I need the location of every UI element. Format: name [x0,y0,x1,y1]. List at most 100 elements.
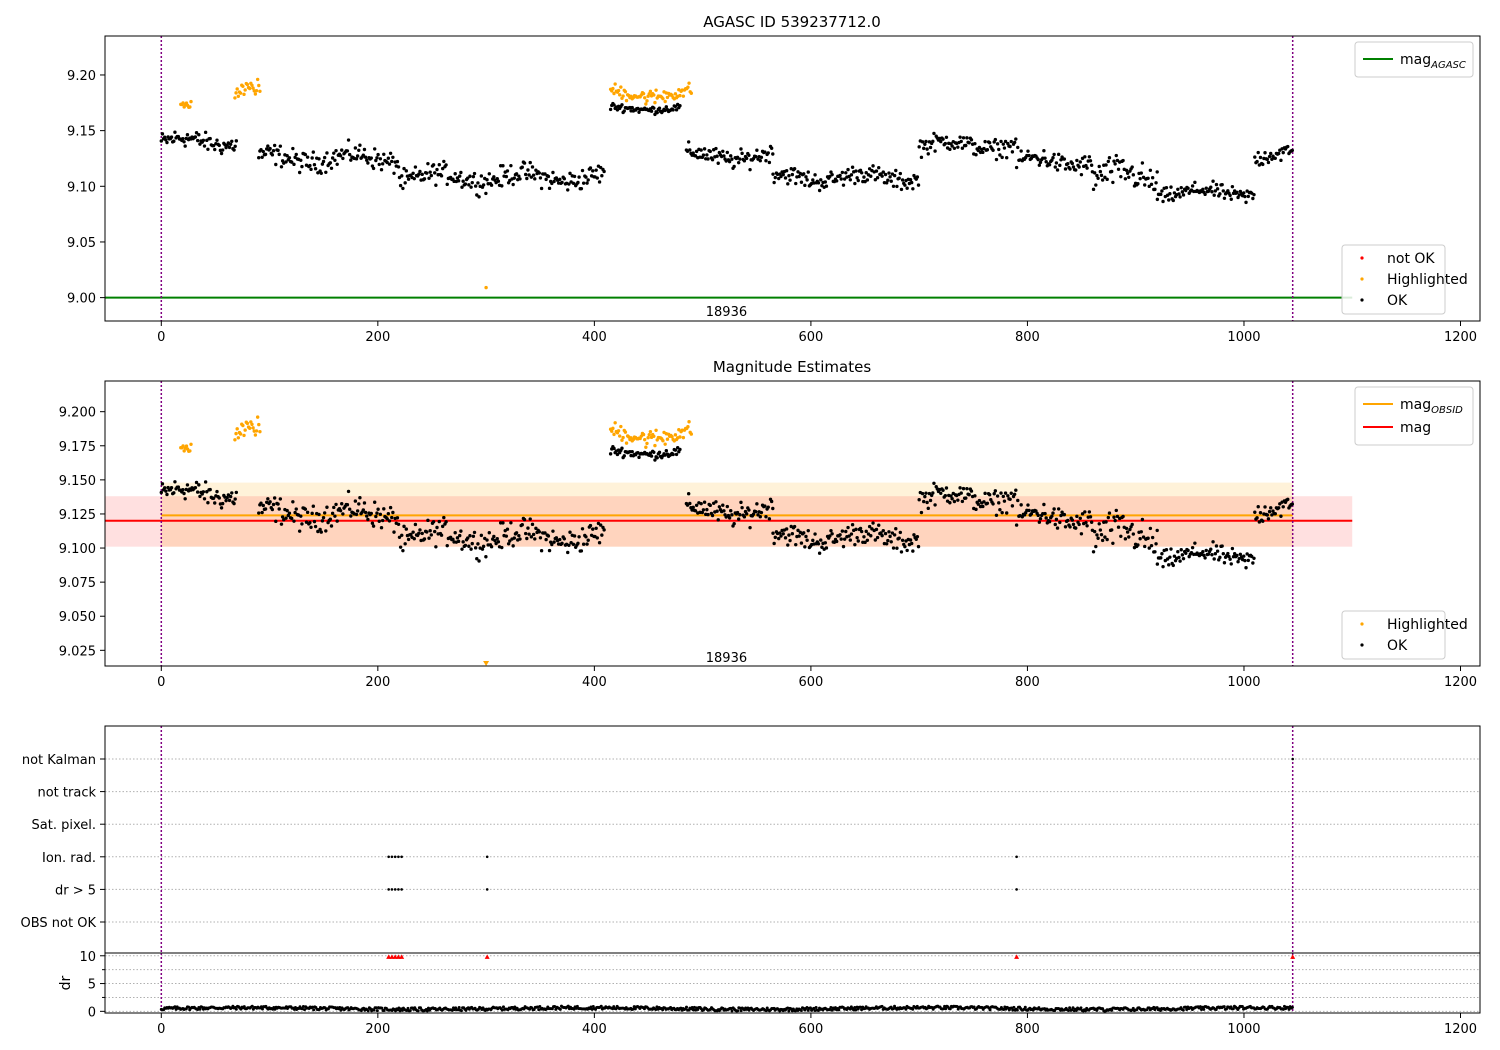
magnitude-estimates-panel: Magnitude Estimates 18936 0 200 400 600 800 1… [59,358,1481,690]
data-point [365,158,369,162]
data-point [678,435,682,439]
data-point [1177,555,1181,560]
data-point [1058,520,1062,525]
data-point [311,504,316,508]
dr-point [310,1005,314,1009]
data-point [1245,552,1249,556]
data-point [772,541,776,546]
data-point [784,169,789,173]
data-point [566,550,570,555]
data-point [1193,180,1197,185]
data-point [1149,543,1154,548]
data-point [612,91,616,96]
data-point [727,159,732,164]
data-point [531,532,536,537]
data-point [382,507,386,511]
data-point [473,546,478,550]
y-tick-label: 9.175 [59,440,96,455]
data-point [1167,198,1171,202]
data-point [1123,177,1128,181]
data-point [361,508,366,512]
data-point [699,148,703,152]
data-point [824,184,829,188]
data-point [830,532,834,536]
data-point [577,535,581,539]
data-point [303,507,308,511]
dr-point [366,1009,370,1013]
agasc-point-legend: not OK Highlighted OK [1341,244,1468,315]
data-point [251,426,255,430]
data-point [319,530,323,534]
data-point [232,501,236,506]
flag-point [393,888,397,891]
data-point [1110,528,1114,532]
data-point [479,533,484,538]
data-point [742,515,747,519]
data-point [471,174,476,179]
data-point [648,451,653,455]
data-point [1092,171,1097,175]
data-point [1155,197,1160,202]
legend-point-label: OK [1387,293,1408,309]
data-point [1235,553,1239,558]
data-point [219,151,224,156]
data-point [325,151,329,155]
data-point [203,480,208,484]
data-point [440,524,445,529]
data-point [855,535,859,540]
data-point [661,438,665,443]
data-point [920,140,925,144]
data-point [1147,546,1151,550]
data-point [481,544,486,549]
data-point [1037,163,1042,167]
data-point [1255,516,1259,520]
x-tick-label: 400 [582,1022,607,1037]
data-point [730,513,734,517]
data-point [382,152,386,156]
dr-point-clipped [484,954,490,959]
data-point [1164,548,1169,552]
dr-point [372,1008,376,1012]
data-point [673,433,678,437]
data-point [487,531,491,535]
data-point-clipped [483,660,490,666]
data-point [1014,165,1019,170]
dr-axis-label: dr [58,975,74,990]
y-tick-label: 9.125 [59,508,96,523]
data-point [1155,170,1159,174]
data-point [279,165,284,169]
data-point [767,160,772,165]
data-point [828,534,832,538]
data-point [459,529,463,533]
data-point [1077,165,1081,169]
data-point [500,545,504,550]
dr-point [459,1009,463,1013]
data-point [922,146,926,151]
dr-point [374,1006,378,1010]
data-point [1180,553,1185,557]
dr-point [536,1005,540,1009]
data-point [932,481,936,485]
data-point [898,530,903,535]
data-point [797,534,801,538]
data-point [1068,525,1072,529]
data-point [686,140,691,144]
data-point [977,145,982,150]
data-point [944,486,949,490]
data-point [403,542,407,546]
dr-point [1071,1006,1075,1010]
data-point [278,144,283,148]
data-point [764,159,768,163]
dr-point [911,1007,915,1011]
data-point [920,491,925,496]
data-point [751,512,756,516]
dr-point [655,1005,659,1009]
data-point [702,500,707,504]
data-point [705,507,709,512]
data-point [1168,555,1172,559]
data-point [225,495,229,500]
data-point [999,491,1003,495]
data-point [621,94,625,98]
data-point [787,174,791,178]
data-point [391,510,395,515]
